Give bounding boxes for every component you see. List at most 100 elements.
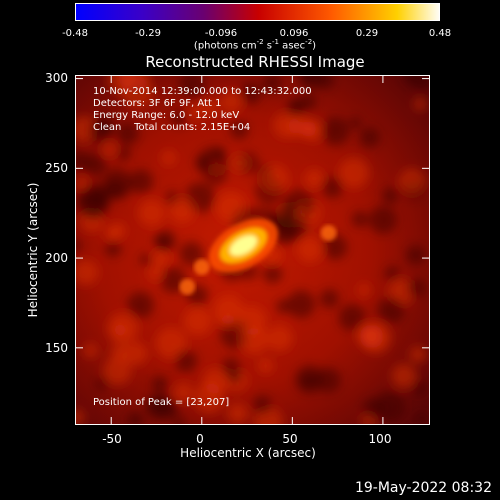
x-tick-label: 0: [196, 432, 204, 446]
ripple-blob: [179, 241, 204, 266]
ripple-blob: [300, 93, 317, 111]
ripple-blob: [262, 75, 282, 93]
ripple-blob: [129, 169, 154, 194]
ripple-blob: [288, 114, 311, 138]
ripple-blob: [174, 349, 198, 373]
ripple-blob: [75, 259, 99, 286]
ripple-blob: [362, 397, 385, 420]
ripple-blob: [319, 289, 340, 309]
ripple-blob: [138, 199, 165, 227]
ripple-blob: [127, 411, 144, 425]
ripple-blob: [381, 187, 399, 204]
ripple-blob: [210, 163, 223, 176]
peak-center: [229, 235, 258, 256]
ripple-blob: [77, 182, 109, 214]
y-tick-label: 200: [45, 251, 68, 265]
x-tick-label: 50: [282, 432, 298, 446]
ripple-blob: [83, 153, 107, 177]
ripple-blob: [75, 239, 81, 252]
ripple-blob: [102, 168, 133, 199]
ripple-blob: [407, 278, 426, 298]
ripple-blob: [123, 341, 148, 366]
ripple-blob: [88, 119, 112, 144]
ripple-blob: [253, 395, 272, 415]
ripple-blob: [384, 266, 400, 282]
ripple-blob: [349, 116, 362, 129]
y-tick-label: 150: [45, 341, 68, 355]
ripple-blob: [315, 367, 341, 393]
ripple-blob: [103, 356, 132, 385]
ripple-blob: [107, 312, 139, 344]
ripple-blob: [195, 155, 211, 171]
ripple-blob: [227, 370, 242, 385]
ripple-blob: [359, 324, 384, 349]
ripple-blob: [155, 327, 187, 359]
ripple-blob: [155, 236, 171, 252]
ripple-blob: [287, 290, 315, 319]
colorbar-tick-label: -0.096: [204, 28, 238, 39]
ripple-blob: [95, 376, 110, 391]
heatmap-ripples: [75, 75, 430, 425]
ripple-blob: [260, 164, 288, 192]
ripple-blob: [183, 307, 212, 336]
ripple-blob: [293, 206, 307, 221]
ripple-blob: [116, 146, 131, 161]
axis-ticks: [75, 75, 430, 425]
ripple-blob: [322, 234, 348, 260]
ripple-blob: [107, 75, 138, 95]
plot-frame: [75, 75, 430, 425]
ripple-blob: [215, 191, 247, 223]
y-tick-label: 250: [45, 161, 68, 175]
colorbar: [75, 3, 440, 21]
ripple-blob: [240, 326, 268, 355]
ripple-blob: [102, 142, 117, 157]
ripple-blob: [338, 157, 370, 188]
ripple-blob: [139, 253, 153, 266]
ripple-blob: [220, 313, 234, 328]
ripple-blob: [413, 97, 427, 111]
y-tick-label: 300: [45, 71, 68, 85]
ripple-blob: [266, 324, 293, 352]
ripple-blob: [415, 412, 429, 425]
info-line: Energy Range: 6.0 - 12.0 keV: [93, 110, 240, 121]
ripple-blob: [110, 344, 128, 362]
ripple-blob: [169, 197, 195, 224]
ripple-blob: [297, 236, 323, 263]
ripple-blob: [276, 299, 291, 314]
ripple-blob: [262, 263, 283, 284]
ripple-blob: [219, 89, 243, 113]
ripple-blob: [201, 98, 219, 116]
secondary-source: [193, 259, 210, 276]
ripple-blob: [258, 358, 274, 374]
ripple-blob: [239, 82, 262, 105]
peak-position-label: Position of Peak = [23,207]: [93, 397, 230, 408]
ripple-blob: [409, 346, 427, 363]
ripple-blob: [173, 418, 186, 425]
chart-title: Reconstructed RHESSI Image: [145, 53, 365, 71]
heatmap-sources: [179, 218, 337, 295]
ripple-blob: [148, 265, 163, 281]
ripple-blob: [304, 169, 324, 188]
colorbar-tick-label: -0.29: [135, 28, 161, 39]
info-line: Clean Total counts: 2.15E+04: [93, 122, 251, 133]
x-axis-label: Heliocentric X (arcsec): [180, 446, 316, 460]
footer-timestamp: 19-May-2022 08:32: [354, 480, 492, 496]
ripple-blob: [173, 382, 194, 403]
info-line: Detectors: 3F 6F 9F, Att 1: [93, 98, 222, 109]
ripple-blob: [171, 110, 187, 127]
ripple-blob: [230, 120, 249, 139]
ripple-blob: [399, 168, 425, 194]
secondary-source: [179, 278, 196, 295]
ripple-blob: [151, 376, 169, 393]
ripple-blob: [145, 395, 166, 416]
ripple-blob: [377, 296, 405, 324]
ripple-blob: [179, 75, 206, 98]
secondary-source: [320, 224, 337, 241]
colorbar-tick-label: -0.48: [62, 28, 88, 39]
ripple-blob: [104, 240, 122, 257]
y-axis-label: Heliocentric Y (arcsec): [26, 182, 40, 318]
ripple-blob: [321, 116, 350, 146]
ripple-blob: [126, 291, 154, 319]
colorbar-tick-label: 0.096: [279, 28, 309, 39]
colorbar-units: (photons cm-2 s-1 asec-2): [193, 38, 317, 52]
